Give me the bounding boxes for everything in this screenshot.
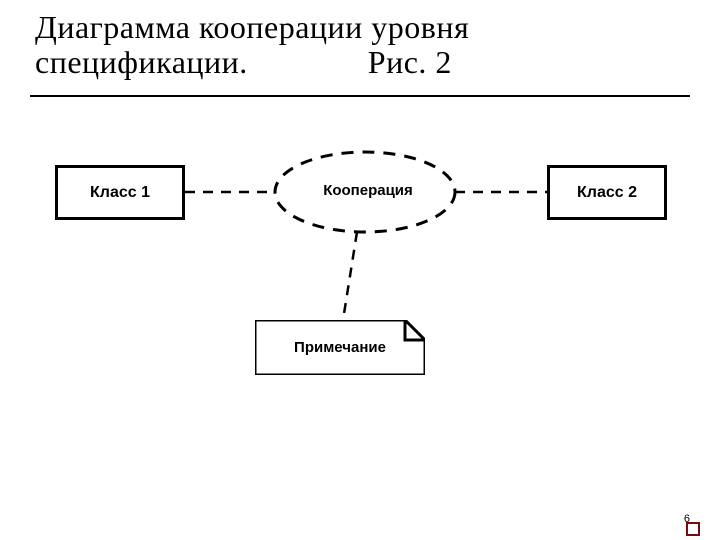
edge-coop-note	[343, 232, 357, 320]
title-line-2-left: спецификации.	[35, 45, 248, 80]
node-note: Примечание	[255, 320, 425, 375]
title-line-2-right: Рис. 2	[368, 45, 452, 80]
note-label: Примечание	[294, 339, 386, 356]
coop-label: Кооперация	[313, 182, 423, 199]
node-class2: Класс 2	[547, 165, 667, 220]
title-divider	[30, 95, 690, 97]
class1-label: Класс 1	[90, 184, 150, 202]
diagram-area: Класс 1 Класс 2 Кооперация Примечание	[55, 140, 675, 400]
node-class1: Класс 1	[55, 165, 185, 220]
corner-marker-icon	[686, 522, 700, 536]
slide: Диаграмма кооперации уровня спецификации…	[0, 0, 720, 540]
title-block: Диаграмма кооперации уровня спецификации…	[35, 10, 625, 80]
coop-label-text: Кооперация	[323, 182, 413, 199]
title-line-1: Диаграмма кооперации уровня	[35, 10, 625, 45]
class2-label: Класс 2	[577, 184, 637, 202]
